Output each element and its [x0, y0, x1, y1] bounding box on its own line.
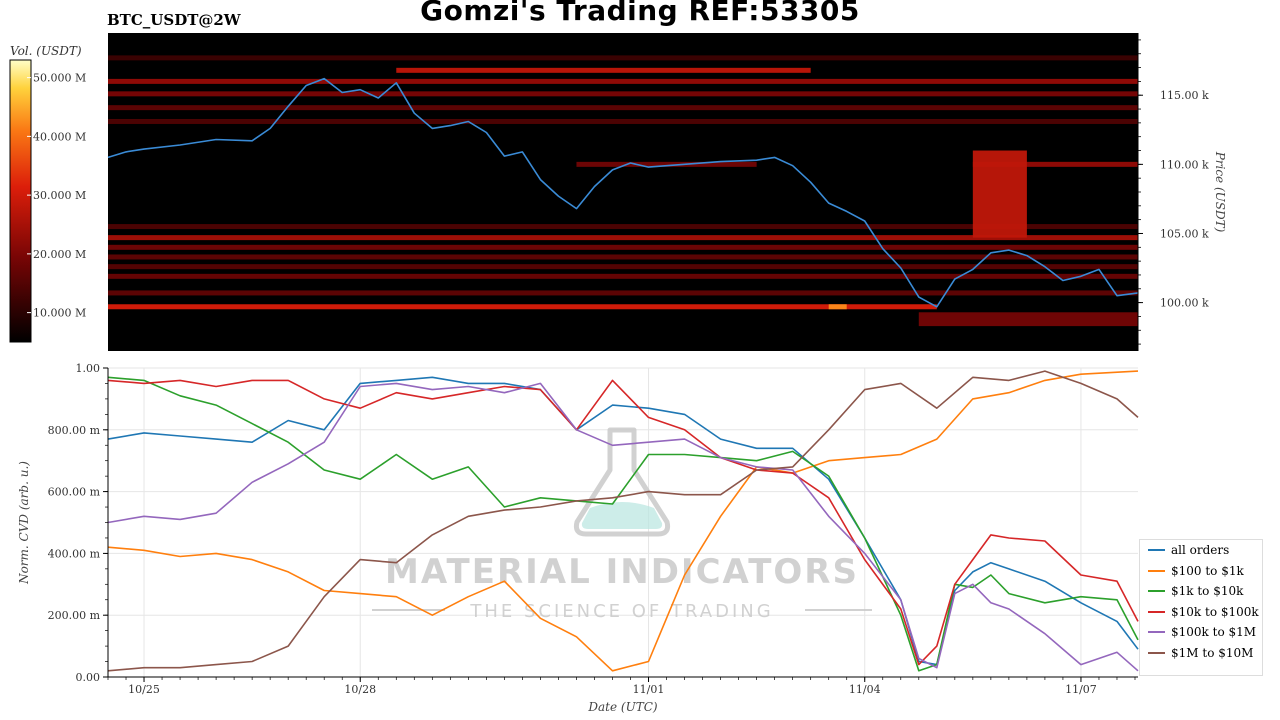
liquidity-band — [576, 161, 757, 167]
cvd-y-tick-label: 0.00 — [76, 671, 101, 684]
watermark-tagline-text: THE SCIENCE OF TRADING — [469, 601, 773, 622]
cvd-series-line — [107, 376, 1139, 672]
legend-swatch — [1148, 651, 1165, 654]
liquidity-block — [972, 150, 1027, 238]
colorbar-tick-label: 20.000 M — [33, 248, 86, 261]
legend-label: $1k to $10k — [1171, 584, 1244, 599]
colorbar-label: Vol. (USDT) — [10, 44, 82, 58]
legend-item: $100k to $1M — [1140, 622, 1262, 643]
liquidity-band — [108, 55, 1138, 61]
colorbar-tick-label: 10.000 M — [33, 307, 86, 320]
cvd-y-tick-label: 400.00 m — [48, 547, 101, 560]
liquidity-band — [108, 235, 1138, 241]
colorbar-tick-label: 30.000 M — [33, 189, 86, 202]
cvd-series-group — [107, 370, 1139, 672]
liquidity-band — [108, 304, 937, 310]
flask-icon — [573, 427, 671, 537]
cvd-series-line — [107, 370, 1139, 672]
legend-item: $1M to $10M — [1140, 643, 1262, 664]
cvd-x-tick-label: 11/01 — [633, 683, 665, 696]
legend-swatch — [1148, 610, 1165, 613]
cvd-y-tick-label: 200.00 m — [48, 609, 101, 622]
heatmap-y-tick-label: 110.00 k — [1160, 158, 1209, 171]
price-line — [107, 77, 1139, 308]
liquidity-band — [108, 224, 1138, 230]
cvd-y-axis-title: Norm. CVD (arb. u.) — [17, 461, 31, 585]
heatmap-background — [108, 33, 1138, 351]
cvd-axes: 0.00 200.00 m 400.00 m 600.00 m 800.00 m 1.00… — [17, 362, 1138, 714]
legend-item: $10k to $100k — [1140, 602, 1262, 623]
legend-swatch — [1148, 569, 1165, 572]
cvd-x-axis-title: Date (UTC) — [587, 700, 657, 714]
legend-label: all orders — [1171, 543, 1230, 558]
legend-item: all orders — [1140, 540, 1262, 561]
heatmap-y-tick-label: 105.00 k — [1160, 227, 1209, 240]
liquidity-block — [918, 312, 1138, 327]
legend-item: $1k to $10k — [1140, 581, 1262, 602]
legend-label: $100k to $1M — [1171, 625, 1257, 640]
liquidity-band — [108, 264, 1138, 270]
flask-liquid — [581, 502, 663, 529]
legend-swatch — [1148, 549, 1165, 552]
cvd-y-tick-label: 1.00 — [76, 362, 101, 375]
colorbar-bar — [9, 59, 32, 343]
liquidity-band — [828, 304, 847, 310]
liquidity-band — [108, 254, 1138, 260]
legend-item: $100 to $1k — [1140, 561, 1262, 582]
colorbar: 10.000 M 20.000 M 30.000 M 40.000 M 50.000 M — [9, 59, 86, 343]
liquidity-band — [108, 273, 1138, 279]
cvd-x-tick-label: 10/25 — [128, 683, 160, 696]
cvd-x-tick-label: 11/04 — [849, 683, 881, 696]
liquidity-band — [396, 67, 811, 73]
legend-label: $10k to $100k — [1171, 604, 1259, 619]
cvd-series-line — [107, 370, 1139, 672]
legend-label: $1M to $10M — [1171, 645, 1254, 660]
liquidity-band — [108, 105, 1138, 111]
cvd-y-tick-label: 600.00 m — [48, 486, 101, 499]
heatmap-layer — [107, 33, 1139, 351]
liquidity-band — [108, 118, 1138, 124]
heatmap-y-tick-label: 100.00 k — [1160, 297, 1209, 310]
liquidity-band — [108, 91, 1138, 97]
legend-swatch — [1148, 631, 1165, 634]
legend-swatch — [1148, 590, 1165, 593]
cvd-x-tick-label: 10/28 — [344, 683, 376, 696]
watermark: MATERIAL INDICATORS THE SCIENCE OF TRADIN… — [372, 427, 872, 622]
colorbar-tick-label: 40.000 M — [33, 130, 86, 143]
heatmap-y-axis-title: Price (USDT) — [1213, 151, 1227, 233]
liquidity-band — [108, 290, 1138, 296]
liquidity-band — [972, 161, 1138, 167]
legend-label: $100 to $1k — [1171, 563, 1244, 578]
legend: all orders $100 to $1k $1k to $10k $10k to … — [1139, 539, 1263, 676]
symbol-label: BTC_USDT@2W — [107, 11, 241, 29]
liquidity-band — [108, 78, 1138, 84]
cvd-series-line — [107, 379, 1139, 666]
watermark-main-text: MATERIAL INDICATORS — [385, 552, 859, 592]
axes-layer: 100.00 k 105.00 k 110.00 k 115.00 k Price (U… — [1137, 33, 1227, 351]
cvd-x-tick-label: 11/07 — [1065, 683, 1097, 696]
cvd-series-line — [107, 382, 1139, 672]
heatmap-y-tick-label: 115.00 k — [1160, 89, 1209, 102]
page-title: Gomzi's Trading REF:53305 — [420, 0, 860, 27]
liquidity-band — [108, 244, 1138, 250]
cvd-series-line — [107, 376, 1139, 666]
colorbar-tick-label: 50.000 M — [33, 72, 86, 85]
cvd-y-tick-label: 800.00 m — [48, 424, 101, 437]
